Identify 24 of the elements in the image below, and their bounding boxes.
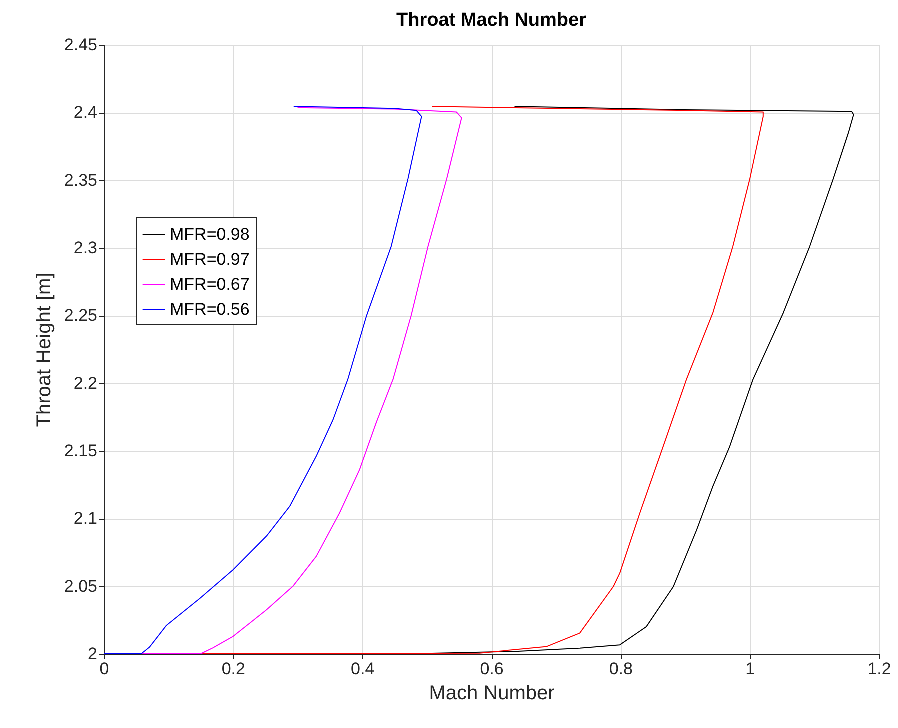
legend-label: MFR=0.67 (170, 275, 250, 294)
chart-title: Throat Mach Number (396, 10, 588, 31)
y-tick-label: 2.2 (74, 374, 98, 393)
x-tick-label: 0.4 (351, 660, 375, 678)
y-axis-title: Throat Height [m] (33, 272, 56, 428)
y-tick-label: 2.35 (64, 170, 98, 190)
x-tick-label: 0 (100, 660, 110, 678)
y-tick-label: 2.25 (64, 306, 98, 326)
legend-label: MFR=0.97 (170, 250, 250, 269)
y-tick-label: 2.1 (74, 509, 98, 528)
x-tick-label: 0.2 (222, 660, 246, 678)
x-tick-label: 1.2 (868, 660, 892, 678)
y-tick-label: 2 (88, 644, 98, 664)
y-tick-label: 2.45 (64, 36, 98, 54)
y-tick-label: 2.3 (74, 238, 98, 258)
legend-label: MFR=0.56 (170, 300, 250, 319)
x-tick-label: 1 (746, 660, 756, 678)
y-tick-label: 2.05 (64, 576, 98, 596)
x-tick-label: 0.6 (480, 660, 504, 678)
y-tick-label: 2.15 (64, 442, 98, 460)
x-axis-title: Mach Number (429, 682, 556, 704)
x-tick-label: 0.8 (609, 660, 633, 678)
y-tick-label: 2.4 (74, 103, 98, 122)
legend-label: MFR=0.98 (170, 225, 250, 244)
